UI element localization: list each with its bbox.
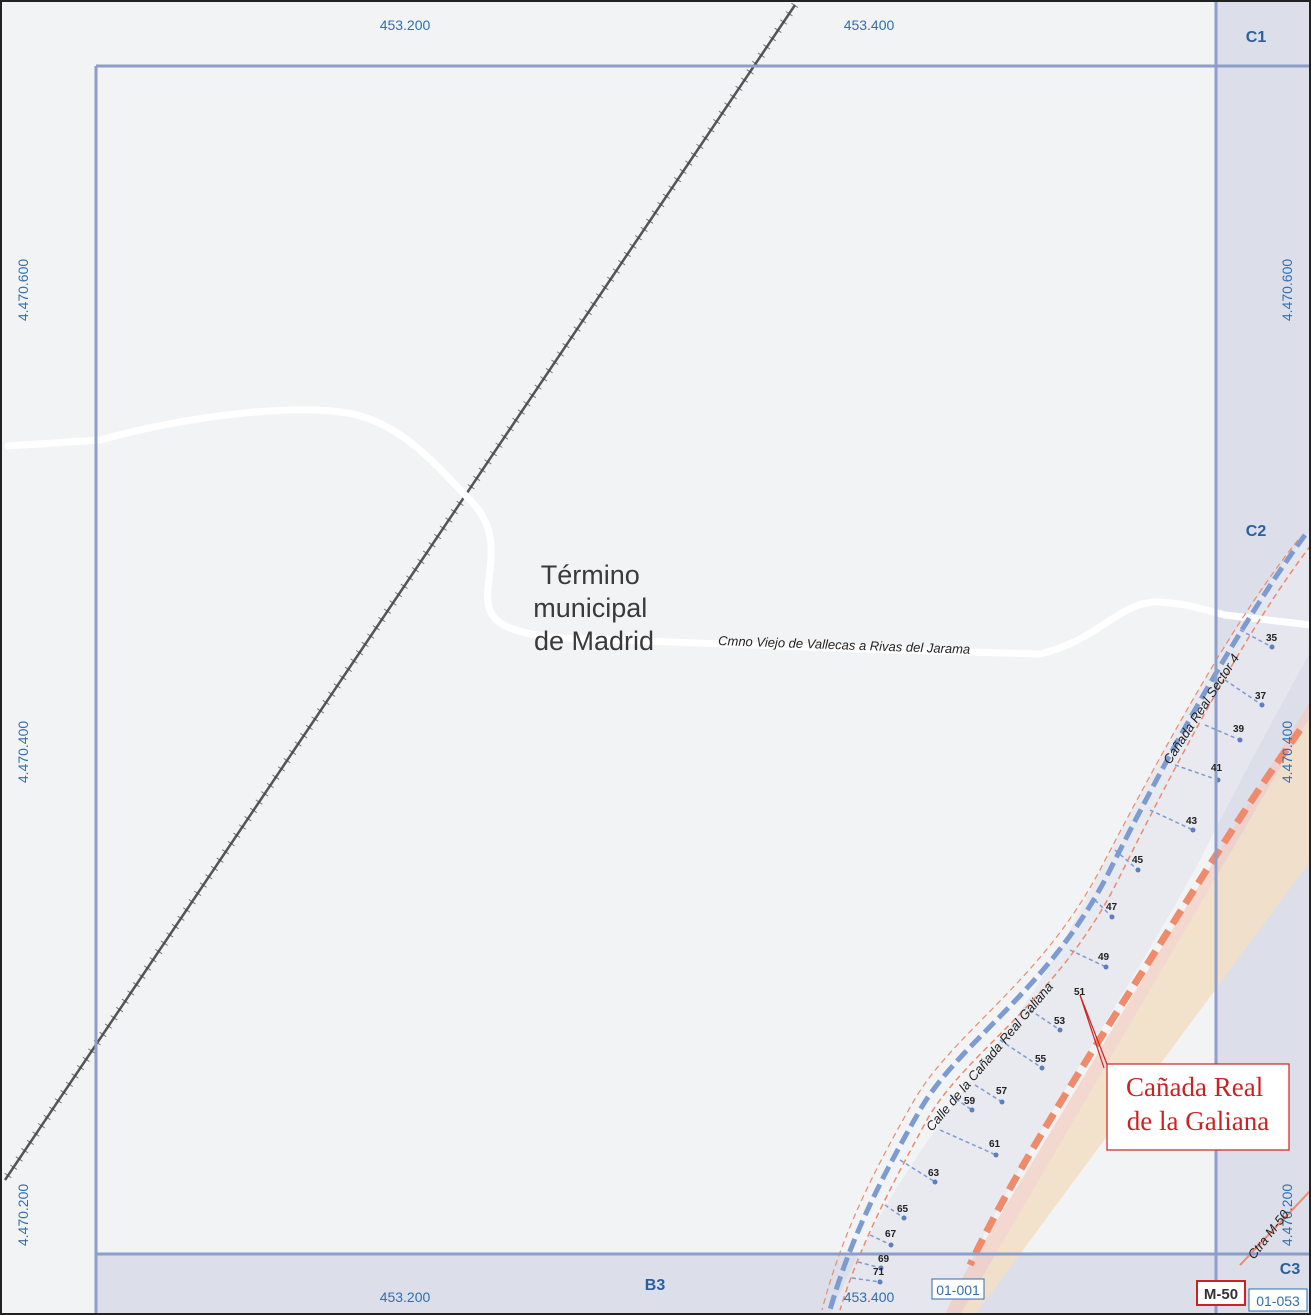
margin-band-bottom: [96, 1254, 1311, 1315]
house-number: 35: [1266, 633, 1278, 644]
y-coord-left-1: 4.470.600: [15, 259, 31, 321]
place-name-line-3: de Madrid: [534, 626, 654, 656]
house-number: 67: [885, 1229, 897, 1240]
house-number: 71: [873, 1267, 885, 1278]
callout-label: Cañada Real de la Galiana: [1126, 1072, 1270, 1136]
plot-lines: [851, 629, 1273, 1283]
x-coord-top-1: 453.200: [380, 17, 431, 33]
house-number: 63: [928, 1168, 940, 1179]
callout-leader-1: [1079, 994, 1105, 1069]
house-number: 41: [1211, 763, 1223, 774]
house-number: 53: [1054, 1016, 1066, 1027]
callout-leader-2: [1079, 994, 1111, 1073]
sheet-ref-box-1[interactable]: [931, 1278, 985, 1300]
canada-real-track-orange: [839, 544, 1311, 1311]
x-coord-bottom-1: 453.200: [380, 1289, 431, 1305]
y-coord-left-2: 4.470.400: [15, 721, 31, 783]
house-number: 65: [897, 1204, 909, 1215]
callout-line-2: de la Galiana: [1127, 1106, 1269, 1136]
house-number: 61: [989, 1139, 1001, 1150]
place-name: Término municipal de Madrid: [533, 560, 655, 656]
railway-line: [3, 4, 797, 1181]
cell-label-c2: C2: [1246, 523, 1267, 540]
place-name-line-1: Término: [541, 560, 640, 590]
place-name-line-2: municipal: [533, 593, 647, 623]
house-number: 39: [1233, 724, 1245, 735]
canada-real-track-blue: [827, 533, 1308, 1311]
callout-box: [1106, 1063, 1290, 1151]
road-cmno-viejo: [4, 406, 1311, 658]
settlement-strip: [830, 530, 1311, 1315]
cell-label-b3: B3: [645, 1277, 666, 1294]
highway-shield: M-50: [1204, 1286, 1238, 1303]
y-coord-left-3: 4.470.200: [15, 1184, 31, 1246]
plot-dots: [877, 644, 1275, 1285]
cell-label-c3: C3: [1280, 1261, 1301, 1278]
sheet-ref-box-2[interactable]: [1248, 1288, 1308, 1312]
sheet-ref-2[interactable]: 01-053: [1256, 1293, 1300, 1309]
house-number: 59: [964, 1096, 976, 1107]
x-coord-bottom-2: 453.400: [844, 1289, 895, 1305]
house-number: 43: [1186, 816, 1198, 827]
house-number: 49: [1098, 952, 1110, 963]
y-coord-right-2: 4.470.400: [1279, 721, 1295, 783]
house-number: 55: [1035, 1054, 1047, 1065]
highway-m50-line: [966, 727, 1303, 1267]
y-coord-right-3: 4.470.200: [1279, 1184, 1295, 1246]
y-coord-right-1: 4.470.600: [1279, 259, 1295, 321]
house-number: 45: [1132, 855, 1144, 866]
house-number: 69: [878, 1254, 890, 1265]
sheet-ref-1[interactable]: 01-001: [936, 1282, 980, 1298]
house-number: 37: [1255, 691, 1267, 702]
house-number: 51: [1074, 987, 1086, 998]
house-number: 57: [996, 1086, 1008, 1097]
x-coord-top-2: 453.400: [844, 17, 895, 33]
house-numbers: 35 37 39 41 43 45 47 49 51 53 55 57 59 6…: [873, 633, 1278, 1278]
cell-label-c1: C1: [1246, 29, 1267, 46]
callout-line-1: Cañada Real: [1126, 1072, 1263, 1102]
highway-shield-box: [1196, 1280, 1246, 1306]
house-number: 47: [1106, 902, 1118, 913]
